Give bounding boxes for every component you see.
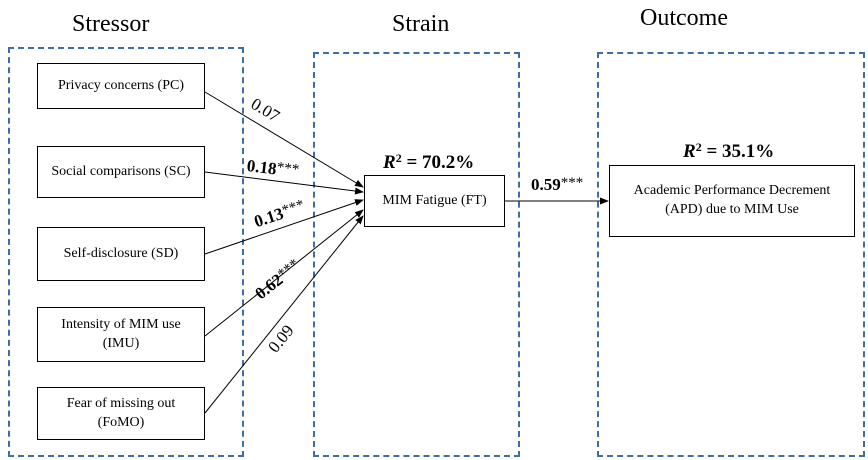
strain-r2-label: R2 = 70.2%	[383, 151, 475, 173]
stressor-box-sc: Social comparisons (SC)	[37, 146, 205, 198]
strain-section-title: Strain	[392, 11, 450, 37]
path-arrow-sc	[204, 171, 364, 195]
stressor-box-sd: Self-disclosure (SD)	[37, 227, 205, 281]
path-arrow-sd	[204, 199, 364, 255]
path-arrow-imu	[204, 209, 364, 337]
stressor-group	[8, 47, 244, 457]
stressor-box-pc: Privacy concerns (PC)	[37, 63, 205, 109]
path-arrow-fomo	[204, 215, 364, 414]
strain-box-ft: MIM Fatigue (FT)	[364, 175, 505, 227]
path-arrow-pc	[204, 91, 364, 188]
strain-group	[313, 52, 520, 457]
outcome-group	[597, 52, 865, 457]
outcome-r2-label: R2 = 35.1%	[683, 140, 775, 162]
stressor-section-title: Stressor	[72, 11, 150, 37]
stressor-box-fomo: Fear of missing out (FoMO)	[37, 387, 205, 440]
path-coef-ft: 0.59***	[531, 175, 584, 194]
outcome-box-apd: Academic Performance Decrement (APD) due…	[609, 165, 855, 237]
outcome-section-title: Outcome	[640, 5, 728, 31]
stressor-box-imu: Intensity of MIM use (IMU)	[37, 307, 205, 362]
